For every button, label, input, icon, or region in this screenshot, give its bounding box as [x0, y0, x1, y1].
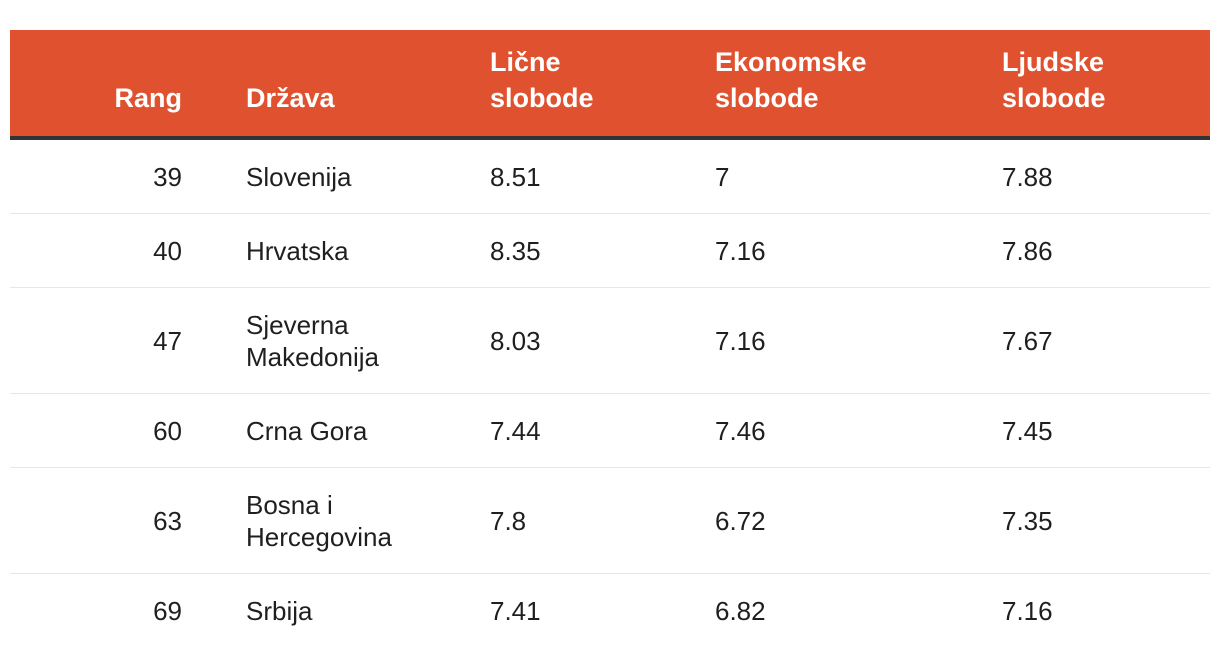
cell-country: Bosna i Hercegovina — [210, 467, 490, 574]
header-country: Država — [210, 30, 490, 140]
cell-personal-freedom: 7.44 — [490, 393, 715, 468]
cell-economic-freedom: 7 — [715, 138, 1002, 214]
cell-rank: 47 — [10, 287, 210, 394]
cell-country-line: Sjeverna — [246, 309, 349, 340]
header-personal-freedom-line-2: slobode — [490, 83, 594, 113]
header-human-freedom: Ljudske slobode — [1002, 30, 1210, 140]
table-row: 39 Slovenija 8.51 7 7.88 — [10, 138, 1210, 214]
cell-human-freedom: 7.88 — [1002, 138, 1210, 214]
freedom-index-table: Rang Država Lične slobode Ekonomske slob… — [10, 30, 1210, 647]
header-human-freedom-line-1: Ljudske — [1002, 47, 1105, 77]
header-personal-freedom-line-1: Lične — [490, 47, 561, 77]
cell-rank: 63 — [10, 467, 210, 574]
cell-country: Srbija — [210, 574, 490, 648]
cell-country-line: Makedonija — [246, 341, 379, 372]
header-country-label: Država — [246, 83, 335, 113]
table-row: 40 Hrvatska 8.35 7.16 7.86 — [10, 213, 1210, 288]
cell-rank: 69 — [153, 595, 182, 626]
cell-country: Sjeverna Makedonija — [210, 287, 490, 394]
cell-economic-freedom: 7.16 — [715, 287, 1002, 394]
cell-human-freedom: 7.16 — [1002, 595, 1053, 626]
header-economic-freedom-line-2: slobode — [715, 83, 819, 113]
cell-human-freedom: 7.45 — [1002, 393, 1210, 468]
cell-human-freedom: 7.35 — [1002, 467, 1210, 574]
cell-country: Crna Gora — [210, 393, 490, 468]
cell-personal-freedom: 7.8 — [490, 467, 715, 574]
header-economic-freedom-line-1: Ekonomske — [715, 47, 867, 77]
cell-country-line: Hercegovina — [246, 521, 392, 552]
cell-country-line: Bosna i — [246, 489, 333, 520]
table-row: 63 Bosna i Hercegovina 7.8 6.72 7.35 — [10, 467, 1210, 574]
cell-economic-freedom: 7.46 — [715, 393, 1002, 468]
table-row: 69 Srbija 7.41 6.82 7.16 — [10, 574, 1210, 648]
cell-rank: 40 — [10, 213, 210, 288]
header-rank: Rang — [10, 30, 210, 140]
header-rank-label: Rang — [114, 83, 183, 113]
cell-human-freedom: 7.86 — [1002, 213, 1210, 288]
cell-personal-freedom: 8.03 — [490, 287, 715, 394]
table-row: 60 Crna Gora 7.44 7.46 7.45 — [10, 393, 1210, 468]
cell-personal-freedom: 8.51 — [490, 138, 715, 214]
cell-economic-freedom: 7.16 — [715, 213, 1002, 288]
cell-country-line: Hrvatska — [246, 235, 349, 266]
cell-country-line: Slovenija — [246, 161, 352, 192]
header-economic-freedom: Ekonomske slobode — [715, 30, 1002, 140]
cell-country-line: Srbija — [246, 595, 313, 626]
cell-economic-freedom: 6.72 — [715, 467, 1002, 574]
header-personal-freedom: Lične slobode — [490, 30, 715, 140]
cell-economic-freedom: 6.82 — [715, 595, 766, 626]
cell-personal-freedom: 7.41 — [490, 595, 541, 626]
header-row: Rang Država Lične slobode Ekonomske slob… — [10, 30, 1210, 140]
cell-country: Slovenija — [210, 138, 490, 214]
cell-country: Hrvatska — [210, 213, 490, 288]
freedom-index-table-container: Rang Država Lične slobode Ekonomske slob… — [10, 30, 1210, 647]
table-row: 47 Sjeverna Makedonija 8.03 7.16 7.67 — [10, 287, 1210, 394]
cell-rank: 39 — [10, 138, 210, 214]
cell-human-freedom: 7.67 — [1002, 287, 1210, 394]
cell-country-line: Crna Gora — [246, 415, 368, 446]
cell-personal-freedom: 8.35 — [490, 213, 715, 288]
header-human-freedom-line-2: slobode — [1002, 83, 1106, 113]
cell-rank: 60 — [10, 393, 210, 468]
table-header: Rang Država Lične slobode Ekonomske slob… — [10, 30, 1210, 140]
table-body: 39 Slovenija 8.51 7 7.88 40 Hrvatska 8.3… — [10, 138, 1210, 647]
